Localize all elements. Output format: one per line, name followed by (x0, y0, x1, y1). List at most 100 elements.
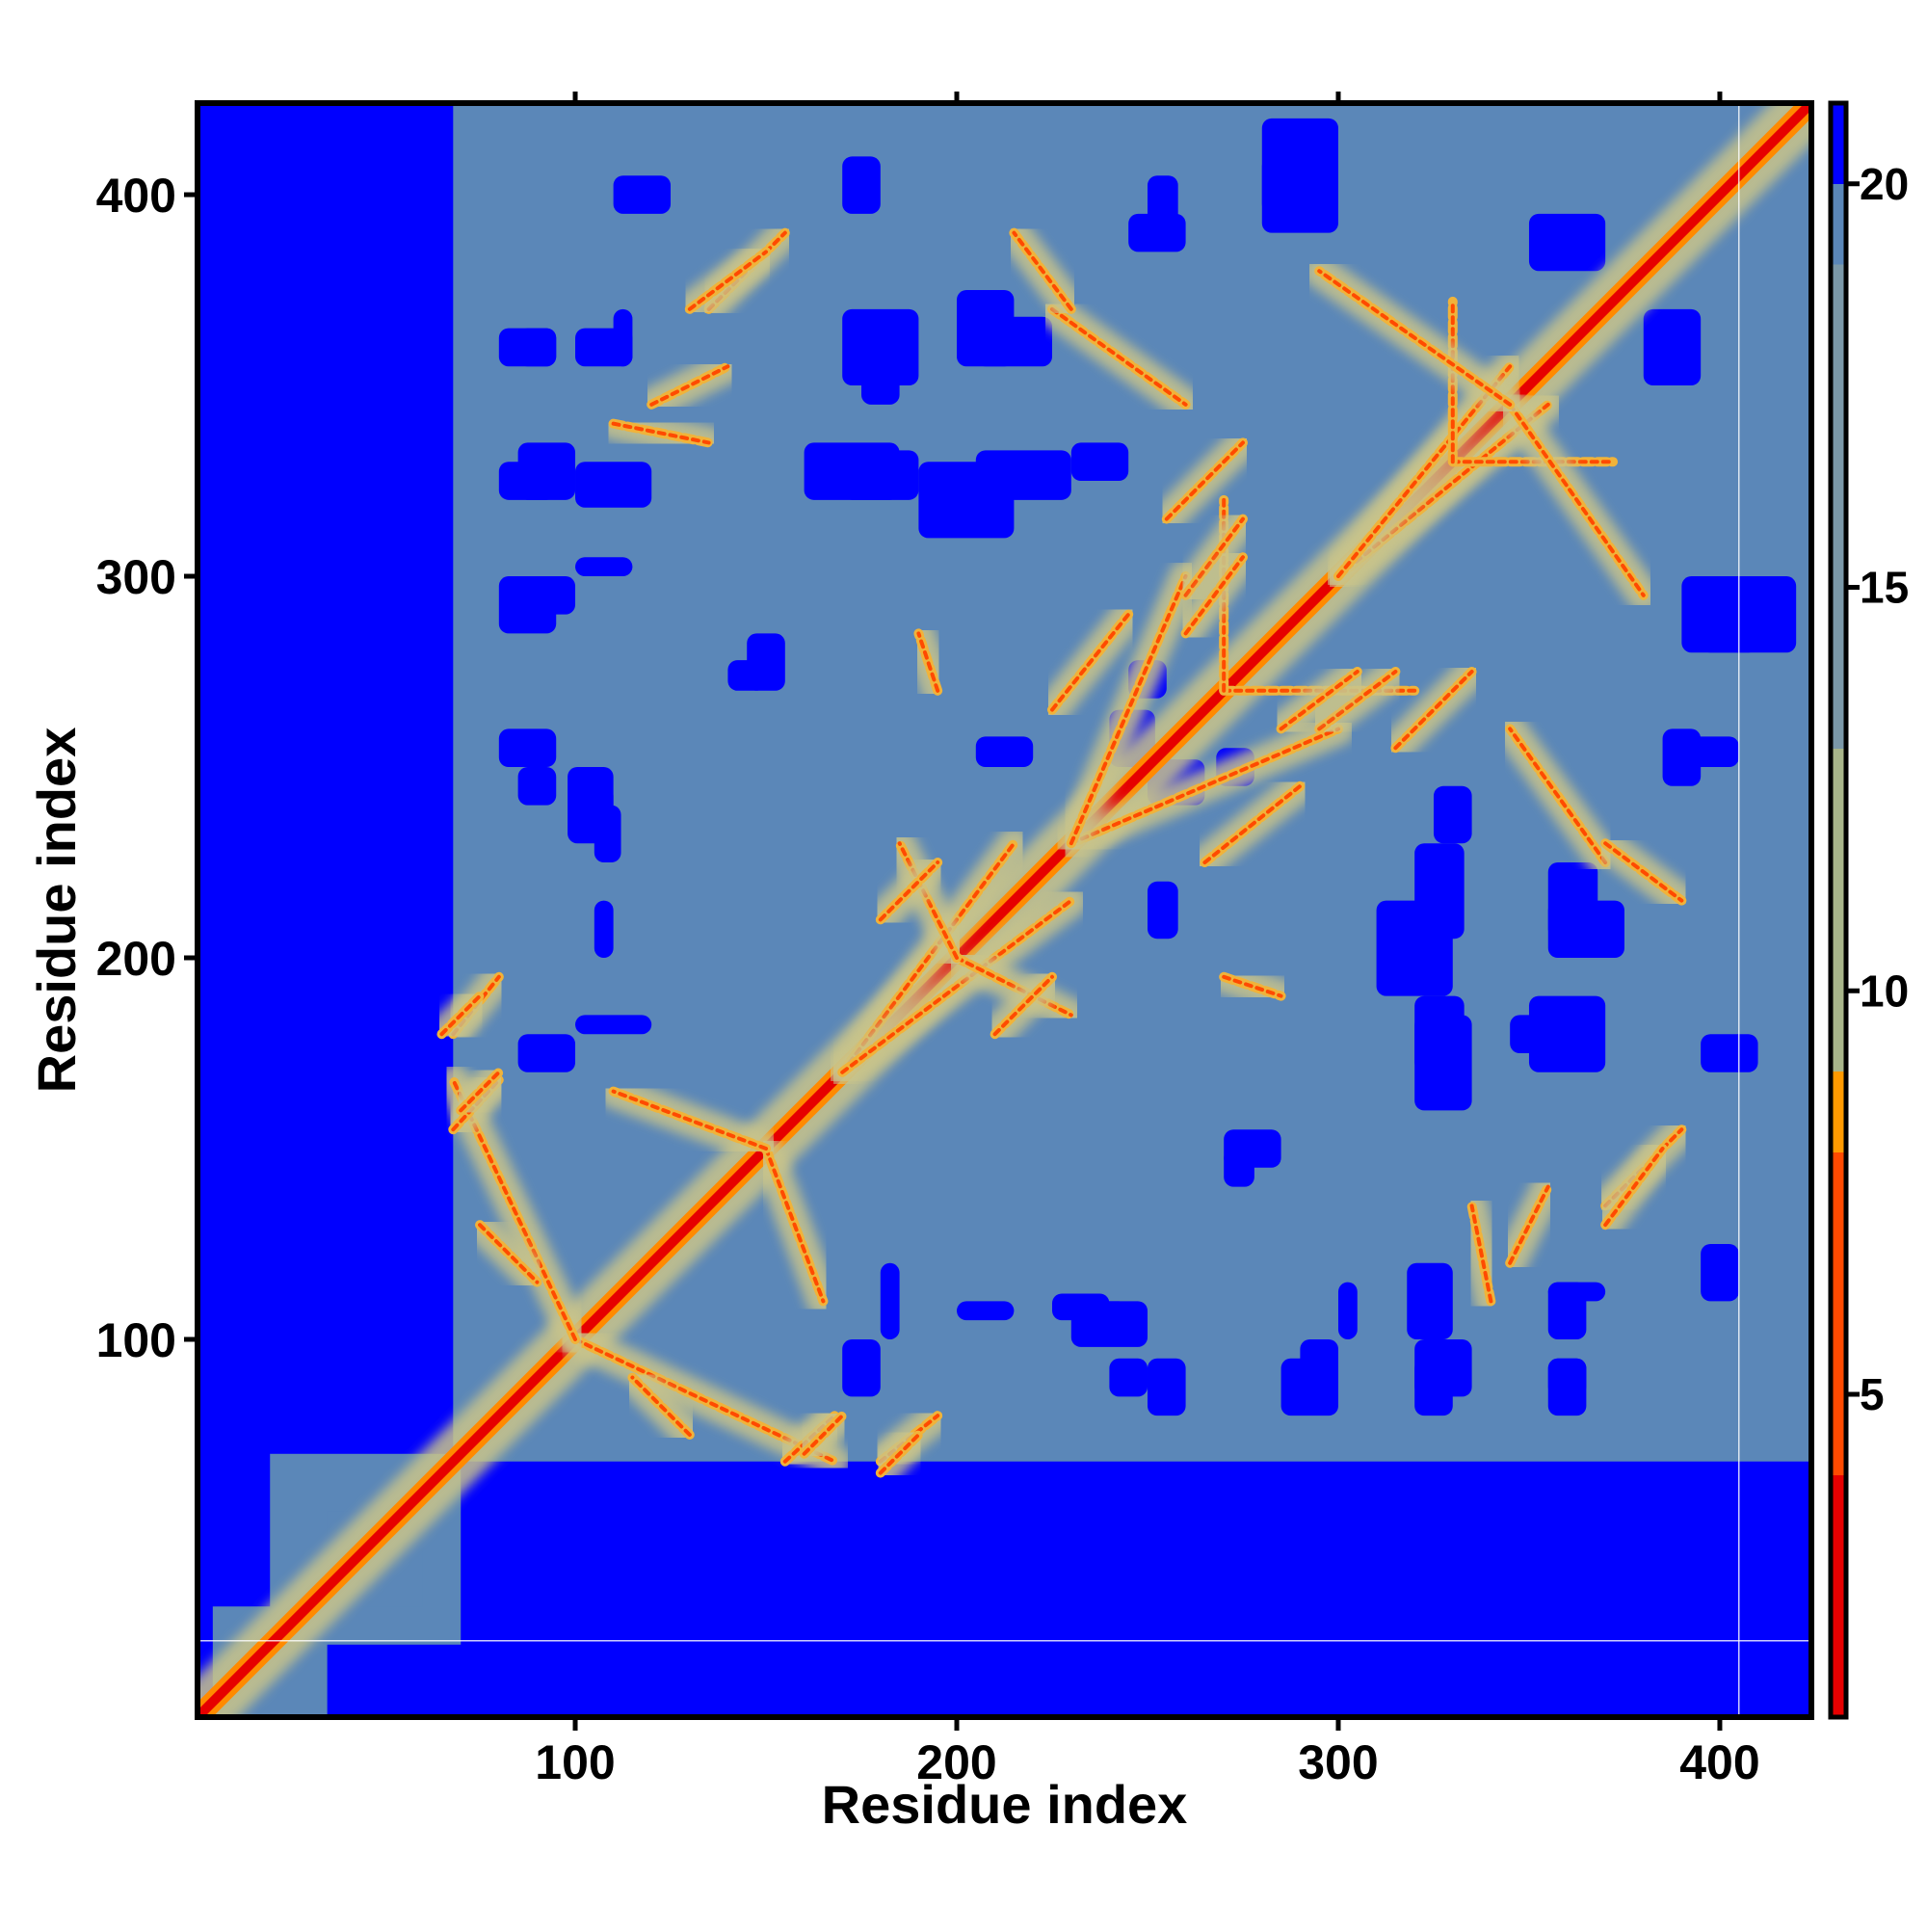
heatmap-void-block (918, 462, 1015, 539)
heatmap-contact-core (478, 1223, 540, 1284)
colorbar-tick-label: 15 (1860, 563, 1909, 613)
heatmap-contact-core (992, 974, 1054, 1037)
heatmap-void-block (1528, 213, 1606, 272)
heatmap-void-block (1147, 1358, 1186, 1416)
y-tick-label: 100 (96, 1313, 176, 1367)
heatmap-void-block (1147, 881, 1178, 940)
heatmap-contact-core (916, 631, 940, 693)
colorbar-tick-label: 20 (1860, 159, 1909, 209)
heatmap-contact-core (840, 898, 1073, 1074)
heatmap-contact-core (439, 993, 483, 1037)
heatmap-void-block (842, 156, 881, 214)
y-tick-label: 400 (96, 169, 176, 223)
heatmap-void-block (861, 347, 900, 405)
heatmap-contact-core (1279, 670, 1359, 731)
heatmap-contact-core (459, 1070, 501, 1113)
heatmap-contact-core (1469, 1204, 1493, 1304)
heatmap-contact-core (878, 860, 940, 922)
colorbar: 5 10 15 20 (1828, 100, 1909, 1720)
heatmap-void-block (575, 462, 652, 508)
x-tick-label: 300 (1298, 1735, 1378, 1789)
heatmap-contact-core (611, 421, 711, 445)
heatmap-void-block (1547, 1358, 1587, 1397)
heatmap-void-block (1147, 175, 1178, 233)
heatmap-void-block (1681, 736, 1739, 768)
heatmap-void-block (575, 557, 633, 577)
heatmap-contact-core (611, 1089, 769, 1151)
heatmap-void-block (1433, 785, 1472, 844)
y-axis-label: Residue index (26, 728, 87, 1094)
heatmap-void-block (957, 290, 1015, 367)
x-axis: 100 200 300 400 (535, 92, 1760, 1789)
x-tick-label: 400 (1679, 1735, 1759, 1789)
heatmap-contact-core (955, 955, 1073, 1018)
heatmap-void-block (1643, 308, 1702, 386)
y-axis: 100 200 300 400 (96, 169, 198, 1367)
x-tick-label: 200 (916, 1735, 996, 1789)
x-tick-label: 100 (535, 1735, 615, 1789)
heatmap-contact-core (1317, 269, 1513, 407)
heatmap-contact-core (1508, 1184, 1550, 1265)
heatmap-contact-core (1222, 974, 1283, 998)
heatmap-void-block (1300, 1338, 1338, 1397)
heatmap-void-block (517, 576, 576, 615)
heatmap-contact-core (687, 250, 769, 311)
heatmap-void-block (1376, 900, 1453, 996)
heatmap-void-block (880, 1262, 900, 1339)
heatmap-contact-core (198, 103, 1811, 1717)
plot-frame (195, 100, 1814, 1720)
heatmap-contact-core (1183, 516, 1245, 597)
heatmap-contact-core (1317, 670, 1398, 731)
heatmap-void-block (594, 900, 614, 958)
heatmap-void-block (613, 175, 672, 214)
heatmap-void-block (1510, 1015, 1568, 1053)
colorbar-tick-label: 10 (1860, 966, 1909, 1016)
heatmap-contact-core (764, 1146, 826, 1304)
colorbar-scale (1828, 100, 1849, 1720)
heatmap-void-block (1261, 118, 1338, 233)
x-axis-label: Residue index (822, 1774, 1188, 1835)
heatmap-contact-core (1508, 402, 1646, 597)
heatmap-contact-core (897, 841, 960, 960)
heatmap-void-block (575, 1015, 652, 1035)
heatmap-void-block (517, 1034, 576, 1072)
heatmap-void-block (1070, 442, 1129, 482)
heatmap-void-block (594, 805, 621, 863)
heatmap-void-block (1051, 1293, 1110, 1321)
y-tick-label: 200 (96, 932, 176, 986)
heatmap-contact-core (630, 1375, 692, 1437)
heatmap-contact-core (1603, 841, 1684, 903)
heatmap-contact-core (1069, 727, 1340, 846)
heatmap-void-block (1407, 1262, 1453, 1339)
heatmap-void-block (1414, 1015, 1472, 1111)
heatmap-void-block (498, 728, 557, 768)
heatmap-void-block (613, 308, 633, 367)
heatmap-void-block (1224, 1129, 1281, 1168)
heatmap-contact-core (1393, 670, 1474, 751)
heatmap-void-block (957, 1301, 1015, 1321)
heatmap-void-block (747, 633, 785, 691)
heatmap-contact-core (1069, 574, 1188, 846)
heatmap-void-block (975, 736, 1034, 768)
heatmap-void-block (517, 328, 557, 367)
heatmap-contact-core (649, 364, 730, 407)
heatmap-void-block (1547, 1282, 1606, 1302)
heatmap-void-block (1414, 1338, 1472, 1397)
colorbar-tick-label: 5 (1860, 1369, 1885, 1419)
heatmap-void-block (517, 442, 576, 500)
heatmap-contact-core (878, 1432, 921, 1475)
heatmap-contact-core (1183, 555, 1245, 636)
heatmap-contact-core (802, 1414, 845, 1456)
heatmap-void-block (1109, 1358, 1148, 1397)
heatmap-contact-core (1202, 783, 1303, 865)
heatmap-void-block (804, 442, 900, 500)
heatmap-void-block (842, 1338, 881, 1397)
heatmap-contact-core (1164, 440, 1245, 521)
heatmap-void-block (1701, 1034, 1758, 1072)
heatmap-void-block (1701, 1243, 1739, 1302)
heatmap-contact-core (1012, 230, 1073, 311)
heatmap-cells (198, 103, 1811, 1717)
heatmap-contact-core (1049, 612, 1131, 712)
